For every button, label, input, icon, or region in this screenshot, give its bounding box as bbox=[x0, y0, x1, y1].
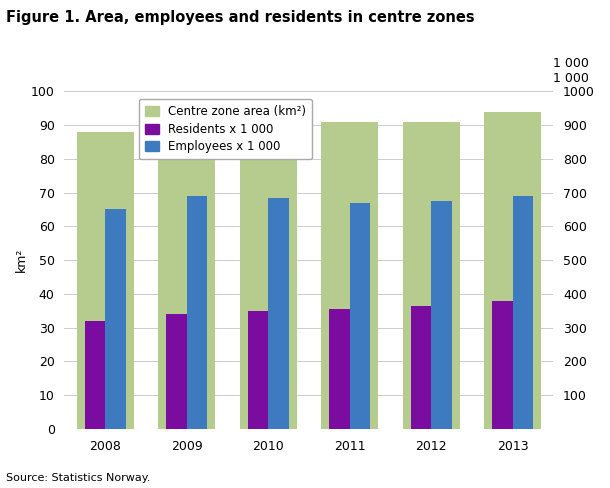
Bar bbox=[158, 125, 215, 428]
Y-axis label: km²: km² bbox=[15, 248, 28, 272]
Bar bbox=[431, 201, 451, 428]
Bar bbox=[484, 112, 541, 428]
Bar bbox=[85, 321, 105, 428]
Text: Figure 1. Area, employees and residents in centre zones: Figure 1. Area, employees and residents … bbox=[6, 10, 475, 25]
Text: 1 000: 1 000 bbox=[553, 72, 589, 85]
Bar bbox=[321, 122, 378, 428]
Bar bbox=[187, 196, 207, 428]
Bar bbox=[512, 196, 533, 428]
Bar bbox=[329, 309, 350, 428]
Text: 1 000: 1 000 bbox=[553, 57, 589, 70]
Bar bbox=[492, 301, 512, 428]
Bar bbox=[105, 209, 126, 428]
Bar bbox=[240, 122, 296, 428]
Bar bbox=[411, 305, 431, 428]
Bar bbox=[77, 132, 134, 428]
Bar bbox=[248, 311, 268, 428]
Bar bbox=[167, 314, 187, 428]
Legend: Centre zone area (km²), Residents x 1 000, Employees x 1 000: Centre zone area (km²), Residents x 1 00… bbox=[138, 99, 312, 159]
Bar bbox=[350, 203, 370, 428]
Text: Source: Statistics Norway.: Source: Statistics Norway. bbox=[6, 473, 151, 483]
Bar bbox=[403, 122, 460, 428]
Bar bbox=[268, 198, 289, 428]
